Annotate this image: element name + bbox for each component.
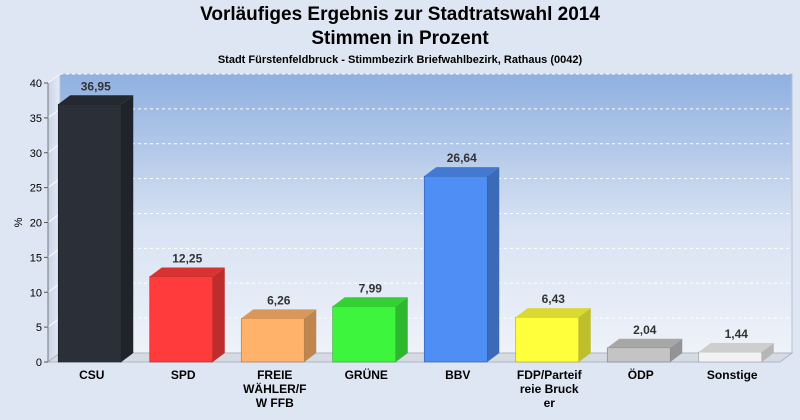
x-tick-label-line: WÄHLER/F — [243, 381, 306, 396]
chart-subtitle: Stimmen in Prozent — [311, 28, 489, 49]
x-tick-label: FREIE WÄHLER/F W FFB — [243, 368, 306, 410]
y-tick-label: 25 — [30, 183, 42, 195]
x-tick-label-line: CSU — [79, 368, 104, 382]
y-tick-label: 5 — [36, 322, 42, 334]
bar-group — [240, 309, 317, 363]
bar-side — [304, 309, 317, 362]
bar — [57, 103, 122, 363]
bar — [606, 347, 671, 363]
bar — [240, 318, 305, 363]
bar-top — [58, 95, 134, 105]
x-tick-label-line: GRÜNE — [345, 367, 388, 382]
bar-side — [121, 95, 134, 363]
y-tick-label: 40 — [30, 78, 42, 90]
x-tick-label-line: SPD — [171, 368, 196, 382]
bar-side — [761, 342, 774, 362]
x-tick-label-line: Sonstige — [707, 368, 758, 382]
x-tick-label-line: W FFB — [256, 396, 294, 410]
y-tick-label: 15 — [30, 252, 42, 264]
bar-side — [487, 167, 500, 362]
data-label: 1,44 — [725, 327, 749, 341]
data-label: 6,26 — [267, 293, 291, 307]
y-tick-label: 0 — [36, 357, 42, 369]
bar-group — [515, 308, 591, 363]
data-label: 36,95 — [81, 79, 111, 93]
x-tick-label: Sonstige — [707, 368, 758, 382]
bar-top — [241, 309, 317, 319]
bar-top — [607, 338, 683, 348]
data-label: 26,64 — [447, 151, 477, 165]
bar-top — [149, 267, 225, 277]
bar-side — [212, 267, 225, 362]
y-tick-label: 30 — [30, 148, 42, 160]
bar — [332, 305, 397, 363]
bar-group — [57, 95, 134, 363]
data-label: 12,25 — [172, 252, 202, 266]
y-axis-title: % — [13, 217, 25, 227]
x-tick-label: CSU — [79, 368, 104, 382]
bar — [149, 276, 214, 363]
bar-side — [578, 308, 591, 362]
x-tick-label-line: er — [544, 396, 556, 410]
data-label: 2,04 — [633, 323, 657, 337]
x-tick-label-line: ÖDP — [628, 367, 654, 382]
x-tick-label: GRÜNE — [345, 367, 388, 382]
x-tick-label: SPD — [171, 368, 196, 382]
x-tick-label: BBV — [445, 368, 470, 382]
x-tick-label-line: FREIE — [257, 368, 292, 382]
x-tick-label: ÖDP — [628, 367, 654, 382]
bar-side — [395, 297, 408, 362]
x-tick-label-line: BBV — [445, 368, 470, 382]
data-label: 7,99 — [359, 281, 383, 295]
bar — [423, 175, 488, 363]
gridline-side — [47, 73, 61, 84]
y-tick-label: 35 — [30, 113, 42, 125]
bar-top — [698, 342, 774, 352]
bar-top — [424, 167, 500, 177]
bar-group — [423, 167, 500, 363]
data-label: 6,43 — [542, 292, 566, 306]
bar — [698, 351, 763, 363]
chart-caption: Stadt Fürstenfeldbruck - Stimmbezirk Bri… — [217, 54, 583, 66]
bar-side — [670, 338, 683, 362]
x-tick-label-line: reie Bruck — [520, 382, 579, 396]
bar-group — [149, 267, 225, 363]
bar-group — [698, 342, 774, 363]
bar-group — [606, 338, 683, 363]
bar-top — [515, 308, 591, 318]
x-tick-label-line: FDP/Parteif — [517, 368, 583, 382]
y-tick-label: 20 — [30, 218, 42, 230]
x-tick-label: FDP/Parteif reie Bruck er — [517, 368, 583, 410]
bar — [515, 316, 580, 363]
y-tick-label: 10 — [30, 287, 42, 299]
bar-group — [332, 297, 408, 363]
chart-title: Vorläufiges Ergebnis zur Stadtratswahl 2… — [200, 4, 600, 25]
bar-top — [332, 297, 408, 307]
